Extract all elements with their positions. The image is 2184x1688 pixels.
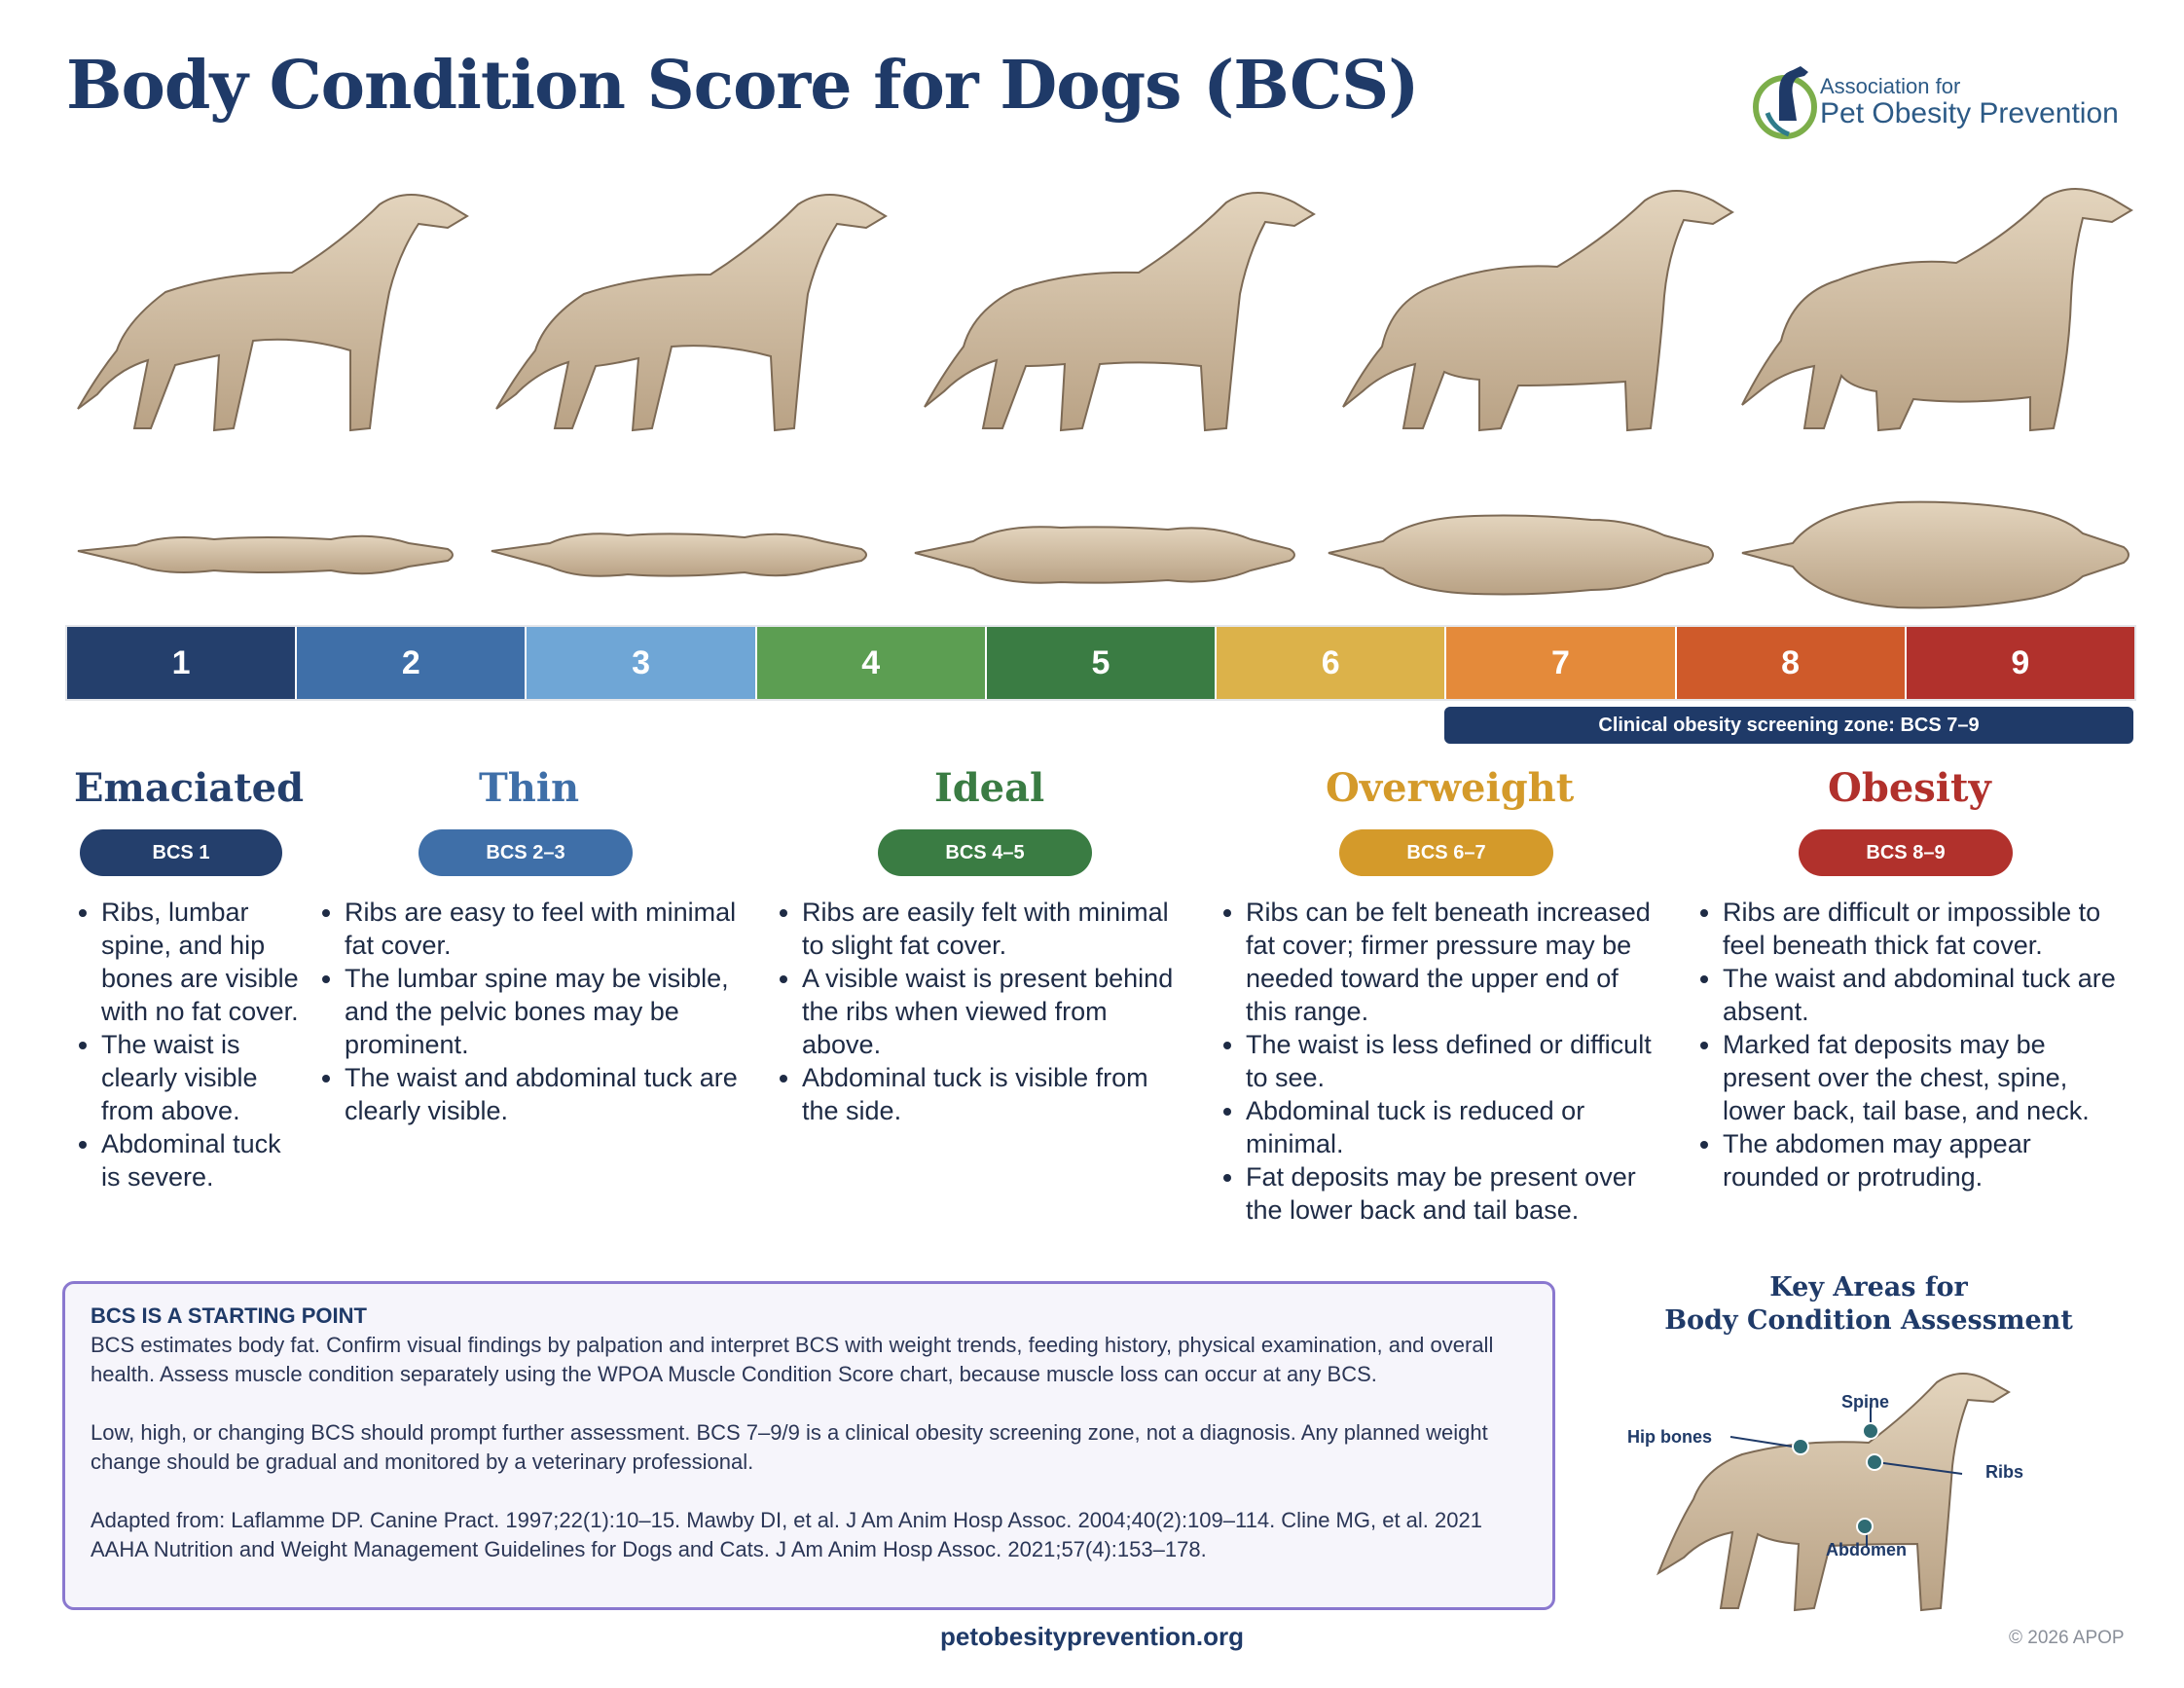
info-paragraph-1: BCS estimates body fat. Confirm visual f… xyxy=(91,1333,1494,1386)
scale-segment-1: 1 xyxy=(67,627,298,699)
spine-marker xyxy=(1862,1422,1879,1440)
bullet-item: Abdominal tuck is severe. xyxy=(101,1127,306,1193)
bullet-item: Ribs are difficult or impossible to feel… xyxy=(1723,896,2131,962)
category-title: Obesity xyxy=(1828,765,1991,811)
info-references: Adapted from: Laflamme DP. Canine Pract.… xyxy=(91,1508,1482,1561)
category-pill: BCS 6–7 xyxy=(1339,829,1553,876)
dog-side-bcs9 xyxy=(1741,188,2133,432)
hip-marker xyxy=(1792,1438,1809,1455)
category-title: Ideal xyxy=(934,765,1045,811)
bullet-item: Ribs can be felt beneath increased fat c… xyxy=(1246,896,1655,1028)
abdomen-marker xyxy=(1856,1518,1874,1535)
label-spine: Spine xyxy=(1841,1392,1890,1412)
dog-top-bcs3 xyxy=(491,532,867,577)
category-title: Thin xyxy=(479,765,580,811)
bullet-item: The waist and abdominal tuck are absent. xyxy=(1723,962,2131,1028)
bullet-item: The waist and abdominal tuck are clearly… xyxy=(345,1061,744,1127)
website-link[interactable]: petobesityprevention.org xyxy=(940,1622,1245,1651)
category-bullets: Ribs are difficult or impossible to feel… xyxy=(1690,896,2131,1193)
side-view-dogs xyxy=(77,188,2133,432)
key-title-line1: Key Areas for xyxy=(1769,1272,1968,1303)
category-bullets: Ribs are easily felt with minimal to sli… xyxy=(769,896,1191,1127)
label-hip-bones: Hip bones xyxy=(1627,1427,1713,1447)
bcs-scale: 1 2 3 4 5 6 7 8 9 xyxy=(65,625,2136,701)
top-view-dogs xyxy=(77,500,2129,609)
dog-side-bcs7 xyxy=(1342,190,1734,432)
dog-top-bcs5 xyxy=(914,526,1295,584)
bullet-item: Abdominal tuck is visible from the side. xyxy=(802,1061,1191,1127)
dog-side-bcs5 xyxy=(924,192,1316,432)
category-bullets: Ribs are easy to feel with minimal fat c… xyxy=(311,896,744,1127)
obesity-zone-banner: Clinical obesity screening zone: BCS 7–9 xyxy=(1444,707,2133,744)
copyright: © 2026 APOP xyxy=(2009,1628,2125,1648)
key-areas-title: Key Areas for Body Condition Assessment xyxy=(1655,1271,2083,1338)
category-title: Overweight xyxy=(1326,765,1575,811)
info-heading: BCS IS A STARTING POINT xyxy=(91,1303,367,1328)
bullet-item: The abdomen may appear rounded or protru… xyxy=(1723,1127,2131,1193)
bullet-item: The waist is clearly visible from above. xyxy=(101,1028,306,1127)
scale-segment-7: 7 xyxy=(1446,627,1677,699)
scale-segment-5: 5 xyxy=(986,627,1218,699)
ribs-marker xyxy=(1866,1453,1883,1471)
category-pill: BCS 2–3 xyxy=(419,829,633,876)
category-pill: BCS 8–9 xyxy=(1799,829,2013,876)
category-bullets: Ribs can be felt beneath increased fat c… xyxy=(1213,896,1655,1227)
label-abdomen: Abdomen xyxy=(1826,1540,1907,1560)
bullet-item: Ribs are easy to feel with minimal fat c… xyxy=(345,896,744,962)
category-pill: BCS 4–5 xyxy=(878,829,1092,876)
dog-top-bcs7 xyxy=(1328,514,1714,596)
scale-segment-6: 6 xyxy=(1217,627,1447,699)
bullet-item: The waist is less defined or difficult t… xyxy=(1246,1028,1655,1094)
category-pill: BCS 1 xyxy=(80,829,282,876)
apop-logo: Association for Pet Obesity Prevention xyxy=(1750,53,2129,150)
key-title-line2: Body Condition Assessment xyxy=(1664,1305,2073,1336)
logo-text-line2: Pet Obesity Prevention xyxy=(1820,97,2119,129)
dog-side-bcs3 xyxy=(495,194,888,432)
logo-text-line1: Association for xyxy=(1820,74,1961,98)
info-paragraph-2: Low, high, or changing BCS should prompt… xyxy=(91,1420,1488,1474)
dog-logo-icon xyxy=(1753,66,1817,139)
info-box: BCS IS A STARTING POINT BCS estimates bo… xyxy=(62,1281,1555,1610)
category-title: Emaciated xyxy=(74,765,305,811)
bullet-item: Ribs, lumbar spine, and hip bones are vi… xyxy=(101,896,306,1028)
scale-segment-8: 8 xyxy=(1676,627,1907,699)
bullet-item: Fat deposits may be present over the low… xyxy=(1246,1160,1655,1227)
scale-segment-9: 9 xyxy=(1906,627,2134,699)
bullet-item: Ribs are easily felt with minimal to sli… xyxy=(802,896,1191,962)
category-bullets: Ribs, lumbar spine, and hip bones are vi… xyxy=(68,896,306,1193)
bullet-item: The lumbar spine may be visible, and the… xyxy=(345,962,744,1061)
label-ribs: Ribs xyxy=(1985,1462,2024,1482)
bullet-item: Abdominal tuck is reduced or minimal. xyxy=(1246,1094,1655,1160)
scale-segment-2: 2 xyxy=(297,627,528,699)
bullet-item: Marked fat deposits may be present over … xyxy=(1723,1028,2131,1127)
scale-segment-4: 4 xyxy=(756,627,987,699)
bullet-item: A visible waist is present behind the ri… xyxy=(802,962,1191,1061)
page-title: Body Condition Score for Dogs (BCS) xyxy=(66,47,1419,125)
dog-side-bcs1 xyxy=(77,194,469,432)
dog-top-bcs1 xyxy=(77,534,454,575)
scale-segment-3: 3 xyxy=(527,627,757,699)
key-areas-dog-diagram xyxy=(1656,1373,2011,1612)
dog-top-bcs9 xyxy=(1741,500,2129,609)
